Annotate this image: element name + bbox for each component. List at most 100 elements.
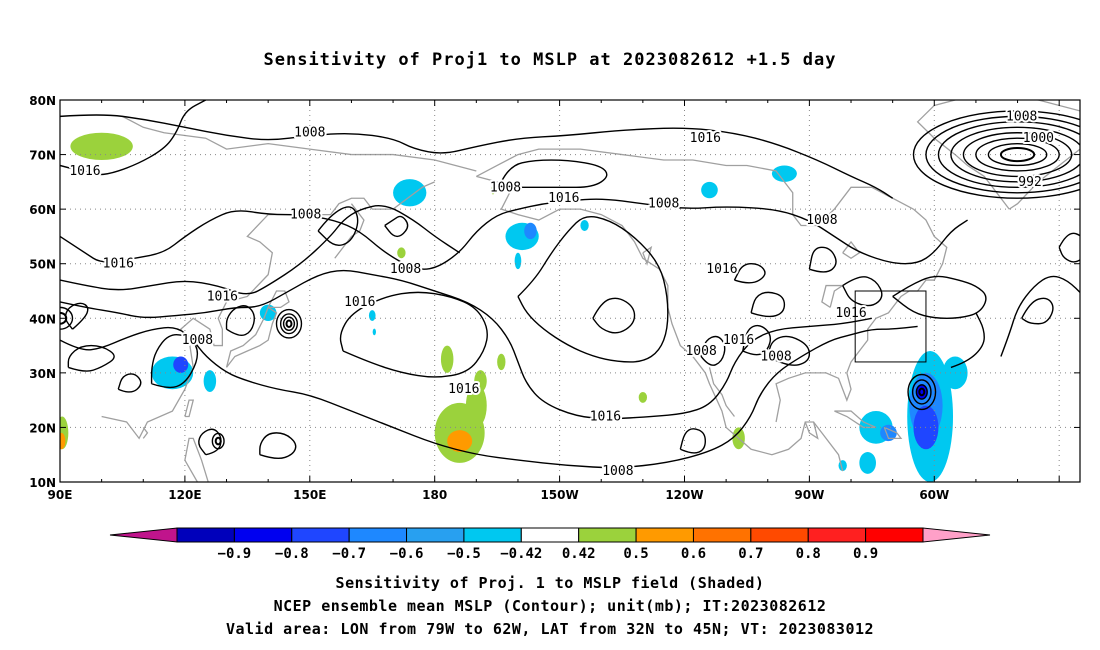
isobar-closed: [911, 379, 932, 405]
contour-label: 1008: [290, 208, 321, 223]
sensitivity-patch: [465, 383, 487, 428]
colorbar-label: −0.6: [390, 546, 424, 562]
isobar: [339, 291, 488, 378]
contour-label: 1016: [835, 306, 866, 321]
isobar-closed: [975, 137, 1060, 172]
contour-label: 1016: [548, 191, 579, 206]
isobar: [60, 100, 207, 176]
caption-shaded: Sensitivity of Proj. 1 to MSLP field (Sh…: [335, 574, 765, 592]
lon-label: 120E: [168, 488, 201, 502]
colorbar-arrow-low: [109, 527, 178, 543]
isobar: [750, 291, 786, 318]
caption-valid-area: Valid area: LON from 79W to 62W, LAT fro…: [225, 620, 875, 638]
contour-label: 1016: [723, 333, 754, 348]
coastline: [184, 437, 209, 482]
isobar: [842, 276, 883, 307]
coastline: [184, 399, 195, 418]
colorbar-label: 0.7: [738, 546, 763, 562]
contour-label: 1008: [760, 349, 791, 364]
contour-label: 1016: [690, 131, 721, 146]
contour-label: 1008: [182, 333, 213, 348]
contour-label: 1008: [1006, 109, 1037, 124]
isobar: [317, 206, 359, 246]
caption-contour: NCEP ensemble mean MSLP (Contour); unit(…: [273, 597, 827, 615]
sensitivity-patch: [60, 432, 66, 450]
isobar-closed: [937, 121, 1080, 189]
sensitivity-patch: [916, 384, 927, 400]
colorbar-label: 0.8: [796, 546, 821, 562]
colorbar-label: −0.7: [332, 546, 366, 562]
lon-label: 150W: [540, 488, 578, 502]
sensitivity-patch: [701, 181, 718, 199]
isobar: [892, 275, 987, 319]
isobar: [700, 335, 726, 366]
isobar-closed: [214, 436, 222, 446]
coastline: [267, 290, 290, 309]
isobar: [198, 428, 222, 456]
coastline: [351, 153, 477, 172]
isobar-closed: [999, 147, 1036, 163]
contour-label: 1008: [390, 262, 421, 277]
isobar: [60, 114, 894, 199]
colorbar-label: −0.5: [447, 546, 481, 562]
isobar: [767, 335, 811, 366]
lon-label: 60W: [919, 488, 949, 502]
lat-label: 20N: [29, 421, 56, 435]
coastline: [1084, 176, 1100, 192]
lat-label: 50N: [29, 258, 56, 272]
isobar-closed: [925, 115, 1080, 194]
colorbar-swatch: [463, 527, 522, 543]
sensitivity-patch: [771, 165, 797, 182]
sensitivity-patch: [70, 132, 133, 161]
sensitivity-patch: [497, 353, 506, 371]
coastline: [334, 203, 365, 259]
isobar-closed: [912, 110, 1080, 199]
colorbar-label: 0.5: [623, 546, 648, 562]
sensitivity-patch: [397, 247, 406, 259]
colorbar-swatch: [578, 527, 637, 543]
valid-area-box: [854, 290, 927, 363]
coastline: [122, 115, 352, 156]
contour-label: 1016: [69, 164, 100, 179]
isobar: [950, 312, 985, 369]
contour-label: 1016: [207, 289, 238, 304]
colorbar-swatch: [635, 527, 694, 543]
colorbar-swatch: [291, 527, 350, 543]
isobar: [1000, 275, 1080, 357]
colorbar-label: 0.6: [681, 546, 706, 562]
coastline: [804, 421, 819, 440]
isobar: [808, 246, 837, 273]
contour-label: 1016: [706, 262, 737, 277]
contour-label: 1016: [344, 295, 375, 310]
sensitivity-patch: [203, 370, 217, 392]
coastline: [708, 367, 735, 417]
colorbar-arrow-high: [922, 527, 991, 543]
contour-labels: 1008 1016 1008 1000 992 1016 1016 1008 1008 1016 1…: [67, 107, 1056, 481]
sensitivity-patch: [514, 252, 522, 270]
sensitivity-patch: [580, 220, 589, 231]
isobar: [60, 325, 918, 469]
sensitivity-patch: [447, 430, 473, 452]
map-title: Sensitivity of Proj1 to MSLP at 20230826…: [263, 50, 837, 70]
contour-label: 1008: [602, 464, 633, 479]
isobar-closed: [275, 308, 303, 339]
isobar: [517, 215, 669, 363]
coastline: [883, 426, 903, 439]
colorbar-label: −0.42: [500, 546, 542, 562]
lon-label: 90W: [794, 488, 824, 502]
isobar-closed: [962, 132, 1073, 178]
isobar-closed: [918, 387, 926, 397]
sensitivity-patch: [490, 185, 496, 195]
isobar: [259, 432, 297, 460]
lon-label: 150E: [293, 488, 326, 502]
lat-label: 40N: [29, 312, 56, 326]
lat-label: 80N: [29, 94, 56, 108]
isobar: [1021, 297, 1054, 325]
lon-label: 120W: [665, 488, 703, 502]
colorbar-label: −0.8: [275, 546, 309, 562]
isobar: [733, 263, 766, 284]
sensitivity-patch: [393, 179, 427, 207]
colorbar-label: 0.9: [853, 546, 878, 562]
colorbar-swatch: [520, 527, 580, 543]
colorbar-swatch: [692, 527, 752, 543]
